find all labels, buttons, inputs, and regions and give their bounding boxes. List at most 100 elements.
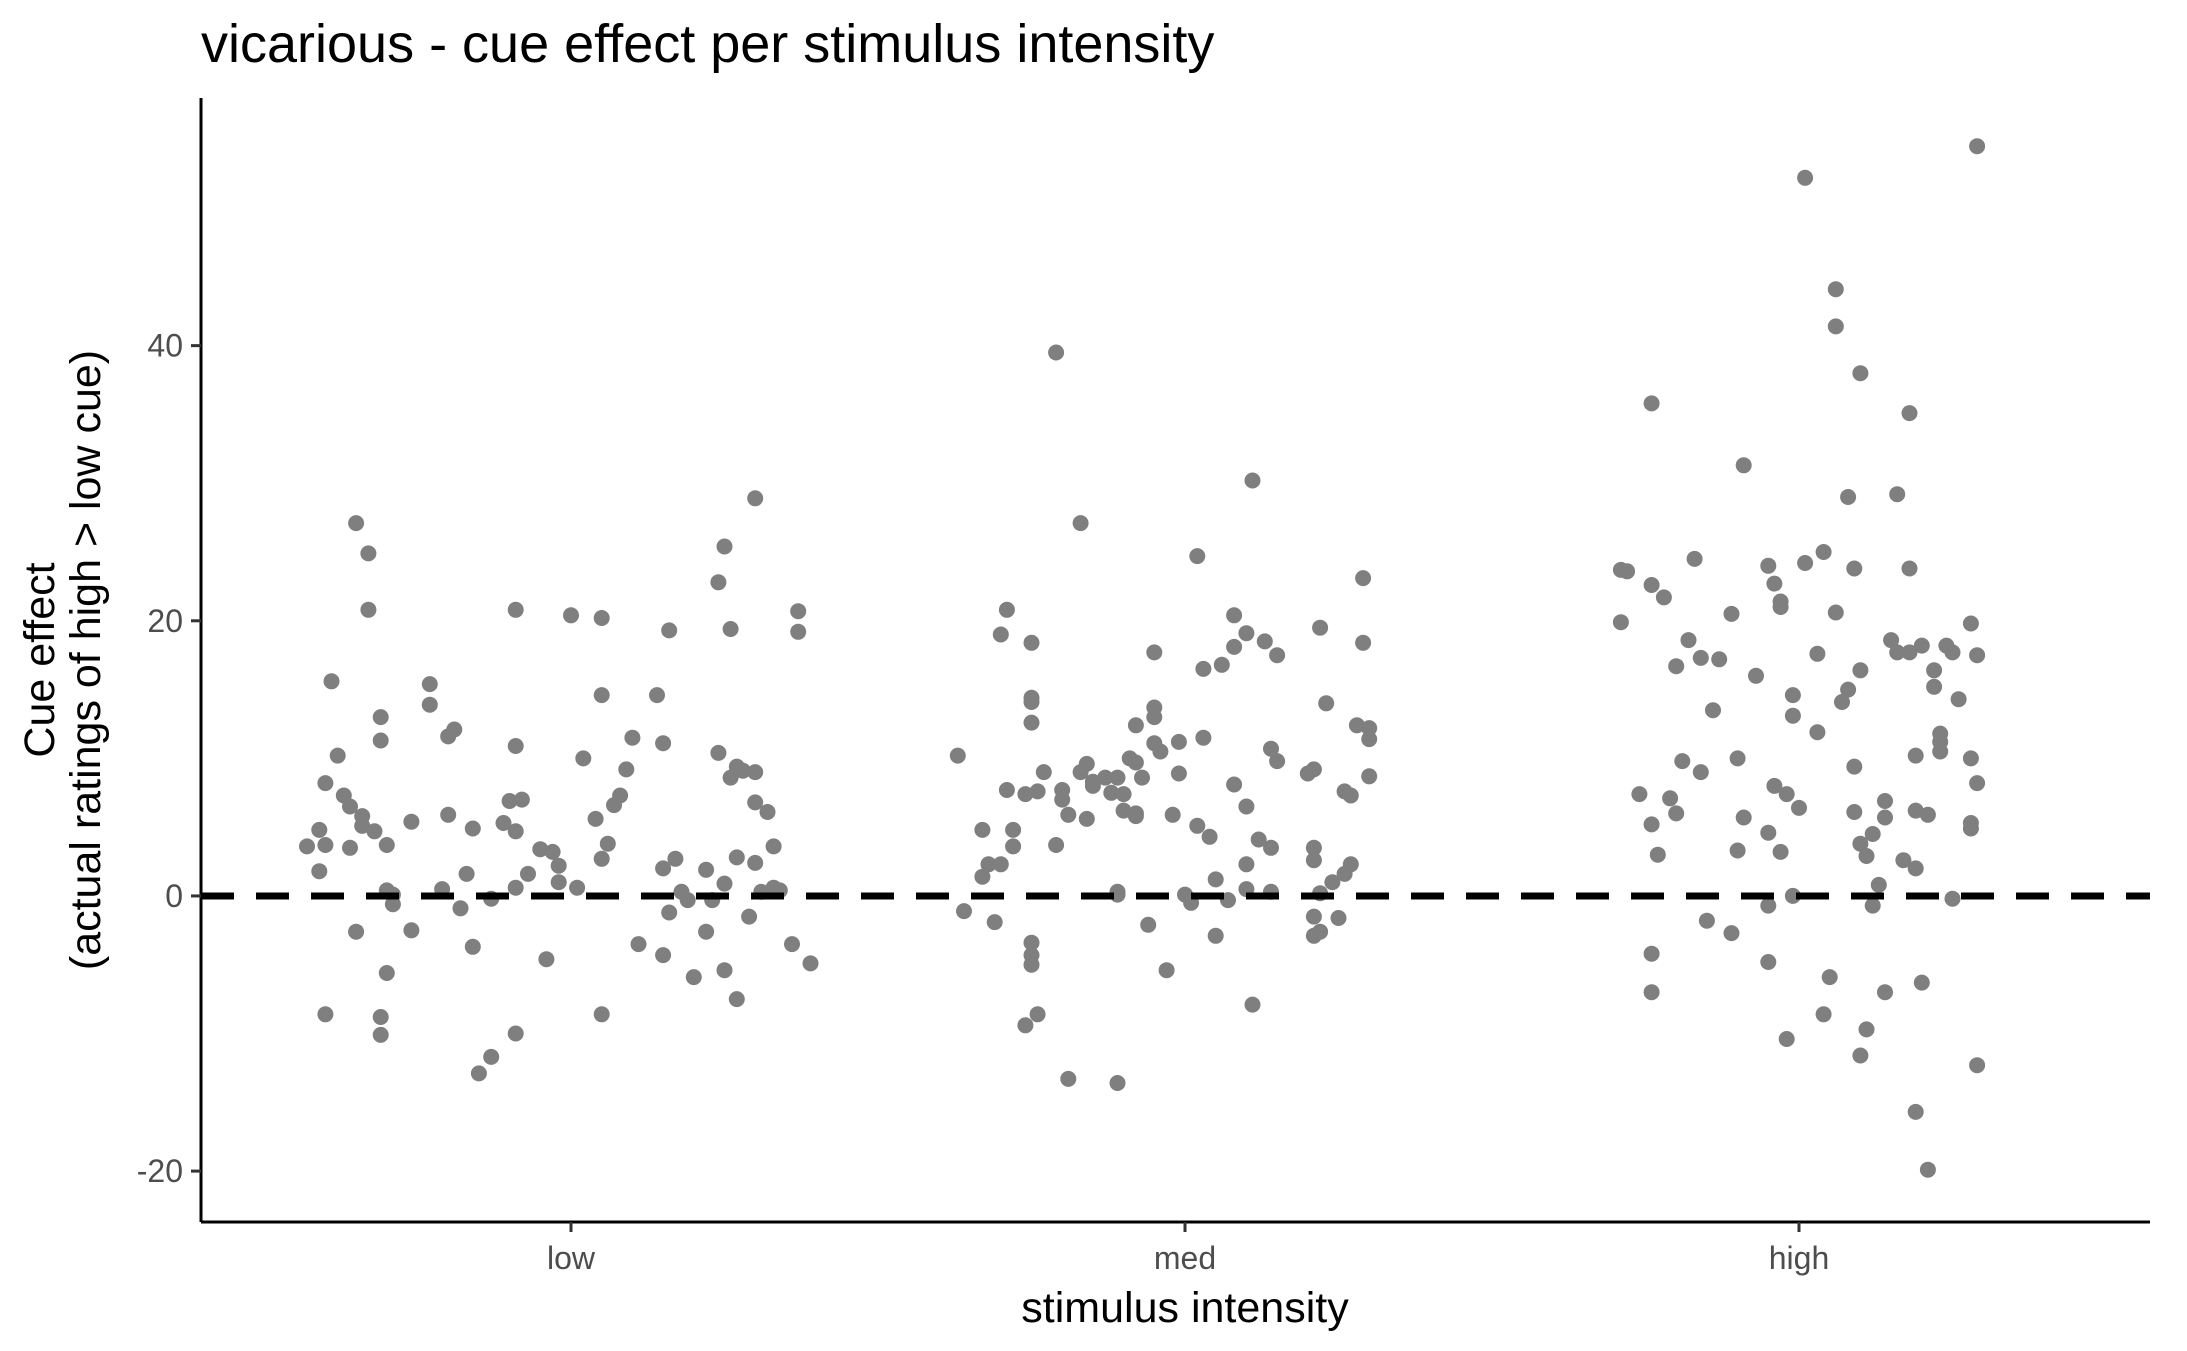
data-point-high-74 bbox=[1889, 486, 1906, 503]
data-point-low-35 bbox=[452, 900, 469, 917]
data-point-high-5 bbox=[1643, 577, 1660, 593]
data-point-low-22 bbox=[348, 923, 365, 940]
data-point-med-98 bbox=[1330, 910, 1347, 926]
data-point-high-87 bbox=[1926, 662, 1943, 679]
data-point-low-57 bbox=[569, 879, 586, 896]
data-point-high-68 bbox=[1870, 876, 1887, 893]
data-point-low-30 bbox=[421, 696, 438, 713]
data-point-low-83 bbox=[710, 574, 727, 591]
data-point-low-21 bbox=[384, 896, 401, 913]
data-point-high-7 bbox=[1643, 945, 1660, 962]
data-point-high-15 bbox=[1680, 632, 1697, 649]
data-point-low-3 bbox=[317, 775, 334, 792]
x-tick-label-high: high bbox=[1769, 1240, 1830, 1276]
data-point-med-75 bbox=[1238, 798, 1255, 815]
y-tick-label: 40 bbox=[147, 328, 183, 364]
data-point-high-10 bbox=[1655, 589, 1672, 606]
data-point-high-31 bbox=[1760, 897, 1777, 914]
data-point-med-79 bbox=[1244, 472, 1261, 489]
data-point-low-81 bbox=[698, 923, 715, 940]
data-point-low-54 bbox=[550, 857, 567, 874]
data-point-low-98 bbox=[747, 854, 764, 871]
data-point-high-1 bbox=[1612, 614, 1629, 631]
data-point-low-63 bbox=[593, 1006, 610, 1023]
data-point-med-102 bbox=[1342, 856, 1359, 873]
data-point-med-83 bbox=[1263, 740, 1279, 757]
data-point-low-24 bbox=[317, 1006, 334, 1023]
data-point-low-86 bbox=[716, 875, 733, 892]
data-point-low-66 bbox=[612, 787, 629, 804]
data-point-low-73 bbox=[655, 947, 672, 964]
data-point-high-82 bbox=[1907, 1103, 1924, 1120]
data-point-high-48 bbox=[1815, 1006, 1832, 1023]
data-point-low-97 bbox=[747, 794, 764, 811]
data-point-high-28 bbox=[1748, 667, 1764, 684]
data-point-med-21 bbox=[1029, 1006, 1046, 1023]
data-point-high-27 bbox=[1735, 809, 1752, 826]
data-point-high-20 bbox=[1705, 702, 1721, 719]
data-point-low-92 bbox=[728, 991, 745, 1008]
data-point-high-54 bbox=[1834, 694, 1850, 710]
data-point-low-41 bbox=[470, 1065, 487, 1082]
data-point-low-76 bbox=[667, 850, 684, 867]
data-point-high-52 bbox=[1827, 281, 1844, 298]
data-point-med-106 bbox=[1361, 720, 1378, 737]
data-point-med-41 bbox=[1109, 1075, 1126, 1091]
data-point-high-88 bbox=[1926, 678, 1943, 695]
data-point-med-36 bbox=[1097, 769, 1114, 786]
data-point-med-6 bbox=[992, 856, 1009, 873]
data-point-low-74 bbox=[661, 622, 678, 639]
data-point-high-49 bbox=[1815, 544, 1832, 560]
data-point-high-18 bbox=[1692, 764, 1709, 781]
data-point-low-61 bbox=[593, 687, 610, 704]
data-point-med-63 bbox=[1189, 548, 1206, 565]
data-point-med-73 bbox=[1226, 638, 1243, 655]
data-point-med-30 bbox=[1072, 515, 1089, 532]
data-point-med-105 bbox=[1355, 634, 1372, 651]
data-point-med-55 bbox=[1152, 743, 1169, 760]
data-point-high-55 bbox=[1840, 489, 1857, 505]
data-point-med-45 bbox=[1127, 717, 1144, 734]
data-point-med-66 bbox=[1201, 828, 1218, 845]
data-point-high-2 bbox=[1619, 563, 1636, 580]
data-point-high-66 bbox=[1864, 897, 1881, 914]
chart-title: vicarious - cue effect per stimulus inte… bbox=[201, 14, 1214, 74]
data-point-med-11 bbox=[1005, 821, 1022, 838]
data-point-low-38 bbox=[464, 938, 481, 955]
data-point-low-25 bbox=[372, 1009, 389, 1025]
data-point-low-43 bbox=[501, 793, 518, 809]
data-point-med-69 bbox=[1213, 656, 1230, 673]
data-point-high-39 bbox=[1778, 786, 1795, 803]
data-point-med-10 bbox=[1005, 838, 1022, 855]
data-point-med-107 bbox=[1361, 768, 1378, 785]
data-point-low-59 bbox=[587, 810, 604, 827]
data-point-high-103 bbox=[1969, 1057, 1986, 1074]
data-point-low-78 bbox=[679, 892, 696, 909]
data-point-high-30 bbox=[1760, 824, 1777, 841]
data-point-low-32 bbox=[440, 806, 457, 823]
data-point-med-93 bbox=[1312, 619, 1329, 636]
data-point-high-34 bbox=[1766, 575, 1783, 592]
data-point-med-29 bbox=[1060, 1070, 1077, 1087]
data-point-high-9 bbox=[1649, 846, 1666, 863]
data-point-med-0 bbox=[949, 747, 966, 764]
data-point-high-40 bbox=[1784, 687, 1801, 704]
data-point-med-12 bbox=[1017, 786, 1034, 803]
data-point-med-8 bbox=[998, 601, 1015, 618]
data-point-high-21 bbox=[1711, 651, 1728, 668]
data-point-high-13 bbox=[1668, 658, 1685, 675]
data-point-high-70 bbox=[1877, 809, 1893, 826]
data-point-high-45 bbox=[1797, 169, 1814, 186]
data-point-low-36 bbox=[458, 865, 475, 882]
data-point-high-64 bbox=[1858, 1021, 1875, 1038]
data-point-med-82 bbox=[1263, 839, 1279, 856]
data-point-low-106 bbox=[790, 623, 807, 640]
x-ticks-layer: low med high bbox=[547, 1222, 1829, 1276]
data-point-low-90 bbox=[728, 849, 745, 866]
y-ticks-layer: -20 0 20 40 bbox=[137, 328, 201, 1189]
data-point-low-4 bbox=[317, 837, 334, 853]
data-point-high-46 bbox=[1809, 645, 1826, 662]
data-point-high-6 bbox=[1643, 395, 1660, 412]
data-point-med-7 bbox=[992, 626, 1009, 643]
